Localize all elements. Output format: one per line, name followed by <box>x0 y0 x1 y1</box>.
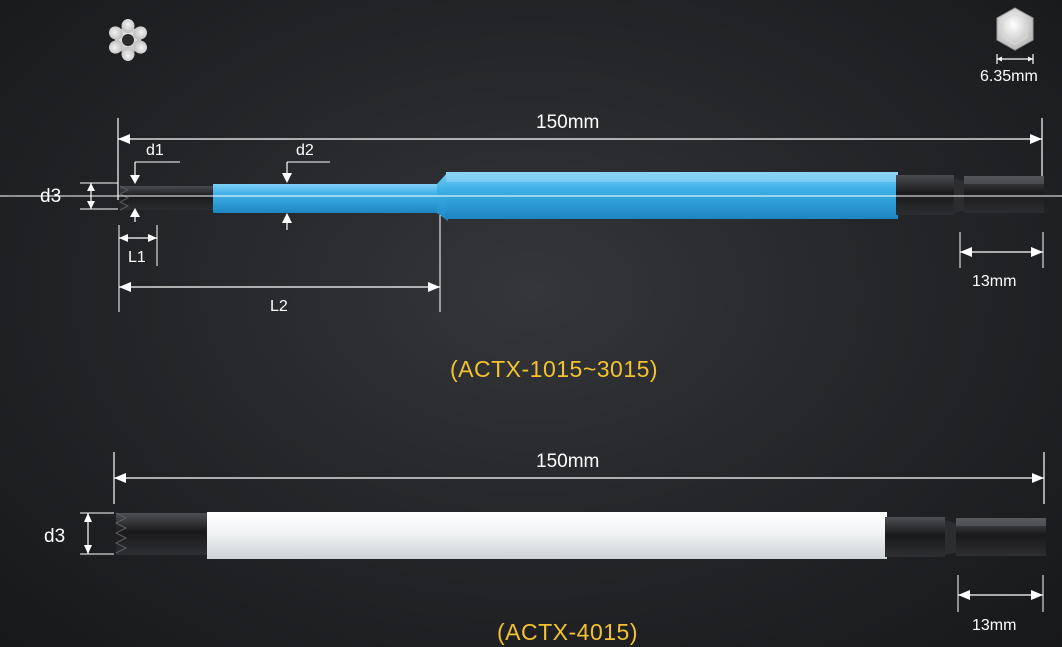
bit1-d3-label: d3 <box>40 186 62 207</box>
bit1-shank <box>896 175 954 215</box>
bit1-length-label: 150mm <box>536 112 600 133</box>
torx-star-icon <box>108 19 148 61</box>
bit2-model-label: (ACTX-4015) <box>497 619 638 645</box>
bit1-blue-thin <box>213 184 445 213</box>
bit2-tip <box>116 513 210 555</box>
bit2-drawing <box>80 452 1046 612</box>
bit2-white-sleeve <box>207 512 887 559</box>
bit1-tip <box>120 186 215 210</box>
bit2-d3-label: d3 <box>44 526 66 547</box>
bit1-d2-label: d2 <box>296 142 314 159</box>
bit2-shank <box>885 517 945 557</box>
bit2-length-label: 150mm <box>536 451 600 472</box>
hex-size-label: 6.35mm <box>980 68 1038 85</box>
bit1-drawing <box>118 172 1044 221</box>
bit1-L1-label: L1 <box>128 249 146 266</box>
bit1-d1-label: d1 <box>146 142 164 159</box>
bit1-model-label: (ACTX-1015~3015) <box>450 356 659 382</box>
bit2-shank-length-label: 13mm <box>972 617 1017 634</box>
bit1-shank-length-label: 13mm <box>972 273 1017 290</box>
hex-shank-icon <box>996 7 1034 64</box>
bit1-L2-label: L2 <box>270 298 288 315</box>
